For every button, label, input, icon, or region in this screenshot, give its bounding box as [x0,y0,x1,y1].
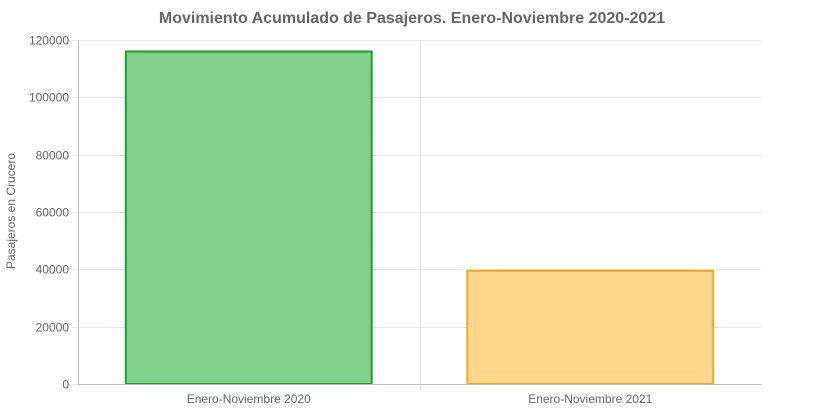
y-tick-label: 120000 [29,34,69,48]
x-tick-labels: Enero-Noviembre 2020 Enero-Noviembre 2021 [187,392,653,406]
bar-1[interactable] [124,50,373,385]
x-tick-label: Enero-Noviembre 2020 [187,392,311,406]
y-tick-labels: 0 20000 40000 60000 80000 100000 120000 [29,34,69,392]
chart-title: Movimiento Acumulado de Pasajeros. Enero… [159,10,665,27]
bar-2[interactable] [466,269,715,385]
y-axis-label: Pasajeros en Crucero [4,153,18,269]
y-tick-label: 0 [62,378,69,392]
y-tick-label: 80000 [36,149,70,163]
x-tick-label: Enero-Noviembre 2021 [528,392,652,406]
y-tick-label: 60000 [36,206,70,220]
axes [78,40,761,385]
y-tick-label: 40000 [36,263,70,277]
y-tick-label: 20000 [36,321,70,335]
bars [124,50,715,385]
y-tick-label: 100000 [29,91,69,105]
